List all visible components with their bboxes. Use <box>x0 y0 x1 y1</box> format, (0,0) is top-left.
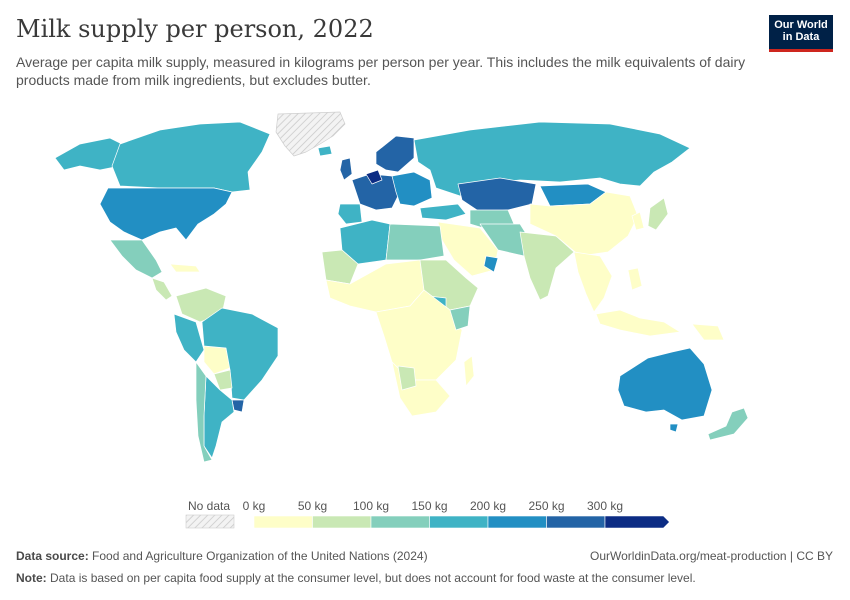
region-turkey[interactable] <box>419 203 467 221</box>
footer-url[interactable]: OurWorldinData.org/meat-production | CC … <box>590 549 833 563</box>
region-central-america[interactable] <box>151 277 173 301</box>
logo-line-1: Our World <box>774 19 828 31</box>
legend-tick-label: 300 kg <box>587 499 623 513</box>
region-middle-east[interactable] <box>437 221 499 277</box>
source-text[interactable]: Food and Agriculture Organization of the… <box>92 549 428 563</box>
legend-tick-label: 0 kg <box>243 499 266 513</box>
region-tasmania[interactable] <box>669 423 679 433</box>
country-russia[interactable] <box>413 121 691 197</box>
world-map[interactable]: No data 0 kg 50 kg 100 kg 150 kg 200 kg 250 k… <box>0 100 850 540</box>
country-australia[interactable] <box>617 347 713 421</box>
source-label: Data source: <box>16 549 89 563</box>
legend-tick-label: 250 kg <box>528 499 564 513</box>
legend-swatch[interactable] <box>312 515 372 529</box>
country-oman[interactable] <box>483 255 499 273</box>
country-new-zealand[interactable] <box>707 407 749 441</box>
legend-swatch[interactable] <box>370 515 430 529</box>
note-label: Note: <box>16 571 47 585</box>
country-botswana[interactable] <box>397 365 417 391</box>
country-indonesia[interactable] <box>595 309 681 337</box>
note-text: Data is based on per capita food supply … <box>50 571 696 585</box>
footer-note: Note: Data is based on per capita food s… <box>16 571 696 585</box>
region-north-africa-east[interactable] <box>385 223 445 261</box>
country-chile[interactable] <box>195 361 213 463</box>
legend-swatch[interactable] <box>604 515 670 529</box>
country-mexico[interactable] <box>109 239 163 279</box>
region-korea[interactable] <box>631 211 645 231</box>
country-canada[interactable] <box>111 121 271 193</box>
region-iberia[interactable] <box>337 203 363 225</box>
country-kenya[interactable] <box>449 305 471 331</box>
legend-no-data-label: No data <box>188 499 230 513</box>
region-eastern-europe[interactable] <box>391 171 433 207</box>
region-caribbean[interactable] <box>169 263 201 273</box>
legend-tick-label: 150 kg <box>411 499 447 513</box>
region-british-isles[interactable] <box>339 157 353 181</box>
legend-tick-label: 200 kg <box>470 499 506 513</box>
legend-swatch[interactable] <box>253 515 313 529</box>
legend-tick-label: 100 kg <box>353 499 389 513</box>
region-scandinavia[interactable] <box>375 135 415 173</box>
country-madagascar[interactable] <box>463 355 475 387</box>
country-paraguay[interactable] <box>213 369 233 391</box>
country-japan[interactable] <box>647 197 669 231</box>
region-central-africa[interactable] <box>375 289 463 381</box>
legend-swatch[interactable] <box>429 515 489 529</box>
region-low-countries[interactable] <box>365 169 383 185</box>
country-papua-new-guinea[interactable] <box>691 323 725 341</box>
chart-subtitle: Average per capita milk supply, measured… <box>16 54 746 88</box>
country-iceland[interactable] <box>317 145 333 157</box>
legend: No data 0 kg 50 kg 100 kg 150 kg 200 kg 250 k… <box>185 499 670 529</box>
region-southeast-asia[interactable] <box>573 251 613 313</box>
chart-title: Milk supply per person, 2022 <box>16 15 374 43</box>
legend-swatch[interactable] <box>487 515 547 529</box>
legend-swatch[interactable] <box>546 515 606 529</box>
country-philippines[interactable] <box>627 267 643 291</box>
legend-bins: 0 kg 50 kg 100 kg 150 kg 200 kg 250 kg 300 kg <box>243 499 670 529</box>
country-usa[interactable] <box>99 187 233 241</box>
legend-no-data-swatch <box>185 514 235 529</box>
legend-tick-label: 50 kg <box>298 499 327 513</box>
country-brazil[interactable] <box>201 307 279 401</box>
owid-logo[interactable]: Our World in Data <box>769 15 833 52</box>
region-west-sahara[interactable] <box>321 249 359 285</box>
footer-source: Data source: Food and Agriculture Organi… <box>16 549 428 563</box>
country-china[interactable] <box>529 191 639 257</box>
country-greenland[interactable] <box>275 111 346 157</box>
logo-line-2: in Data <box>782 31 820 43</box>
country-kazakhstan[interactable] <box>457 177 537 213</box>
